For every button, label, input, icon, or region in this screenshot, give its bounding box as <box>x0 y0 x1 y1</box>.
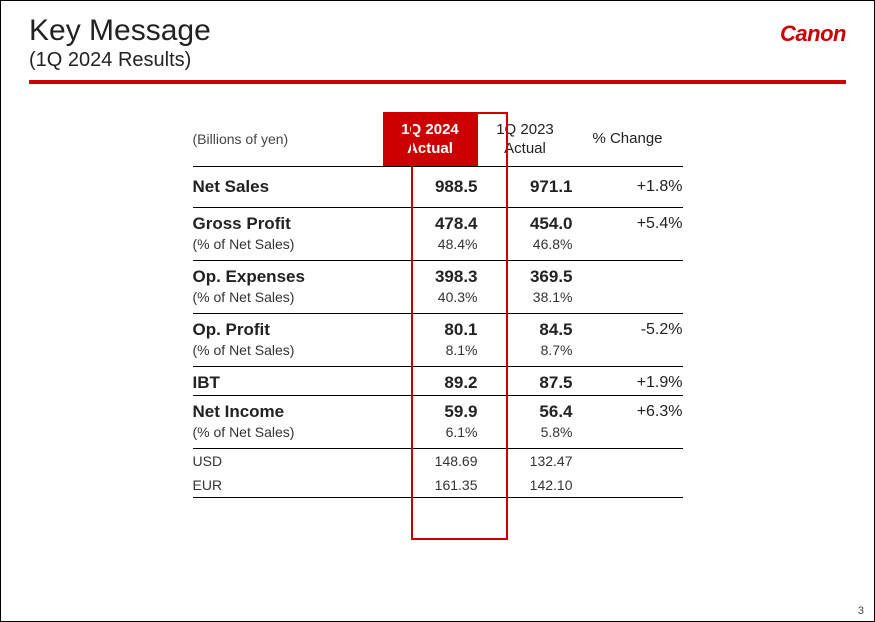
row-op-profit: Op. Profit 80.1 84.5 -5.2% <box>193 313 683 342</box>
col-header-2024: 1Q 2024 Actual <box>383 112 478 166</box>
row-eur: EUR 161.35 142.10 <box>193 473 683 498</box>
header: Key Message (1Q 2024 Results) Canon <box>1 1 874 72</box>
row-net-income: Net Income 59.9 56.4 +6.3% <box>193 395 683 424</box>
slide: Key Message (1Q 2024 Results) Canon (Bil… <box>0 0 875 622</box>
table-unit-label: (Billions of yen) <box>193 112 383 166</box>
col-header-change: % Change <box>573 112 683 166</box>
row-ibt: IBT 89.2 87.5 +1.9% <box>193 366 683 395</box>
row-op-profit-pct: (% of Net Sales) 8.1% 8.7% <box>193 342 683 366</box>
table-header-row: (Billions of yen) 1Q 2024 Actual 1Q 2023… <box>193 112 683 166</box>
row-op-expenses-pct: (% of Net Sales) 40.3% 38.1% <box>193 289 683 313</box>
row-op-expenses: Op. Expenses 398.3 369.5 <box>193 260 683 289</box>
row-gross-profit: Gross Profit 478.4 454.0 +5.4% <box>193 207 683 236</box>
col-header-2023: 1Q 2023 Actual <box>478 112 573 166</box>
page-subtitle: (1Q 2024 Results) <box>29 49 846 72</box>
results-table: (Billions of yen) 1Q 2024 Actual 1Q 2023… <box>193 112 683 498</box>
content: (Billions of yen) 1Q 2024 Actual 1Q 2023… <box>1 84 874 498</box>
page-number: 3 <box>858 605 864 617</box>
page-title: Key Message <box>29 13 846 49</box>
row-gross-profit-pct: (% of Net Sales) 48.4% 46.8% <box>193 236 683 260</box>
row-net-income-pct: (% of Net Sales) 6.1% 5.8% <box>193 424 683 448</box>
row-net-sales: Net Sales 988.5 971.1 +1.8% <box>193 166 683 207</box>
canon-logo: Canon <box>780 21 846 47</box>
row-usd: USD 148.69 132.47 <box>193 448 683 473</box>
